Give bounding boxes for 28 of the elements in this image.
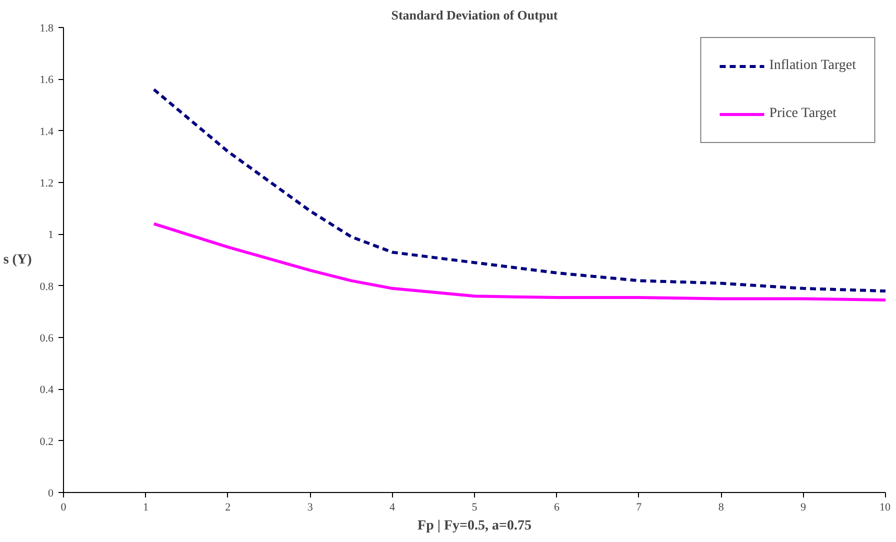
y-tick-label: 1.2 [40,178,54,190]
x-tick-label: 9 [800,502,807,514]
chart-title: Standard Deviation of Output [391,8,558,22]
legend-label: Inflation Target [769,58,856,74]
y-axis-title: s (Y) [3,252,32,268]
y-tick-label: 0 [48,488,54,500]
line-series [152,222,886,302]
y-tick-label: 0.8 [40,280,54,293]
x-tick-label: 7 [636,502,642,514]
y-tick-label: 1.6 [40,74,54,86]
y-tick-label: 0.6 [40,332,54,344]
y-tick-label: 0.4 [40,384,54,396]
x-tick-label: 10 [880,502,891,514]
x-tick-label: 1 [142,502,148,514]
x-tick-label: 5 [472,502,478,514]
x-tick-label: 6 [554,502,560,514]
x-axis-title: Fp | Fy=0.5, a=0.75 [418,518,532,534]
y-tick-label: 1.8 [40,22,54,34]
legend-label: Price Target [769,106,837,122]
x-tick-label: 2 [225,502,231,514]
x-tick-label: 0 [60,502,67,514]
line-series [152,88,886,292]
y-tick-label: 1.4 [40,126,54,138]
x-tick-label: 4 [390,502,396,514]
y-tick-label: 0.2 [40,436,54,448]
x-tick-label: 8 [718,502,724,514]
y-tick-label: 1 [48,229,54,242]
x-tick-label: 3 [307,502,314,514]
